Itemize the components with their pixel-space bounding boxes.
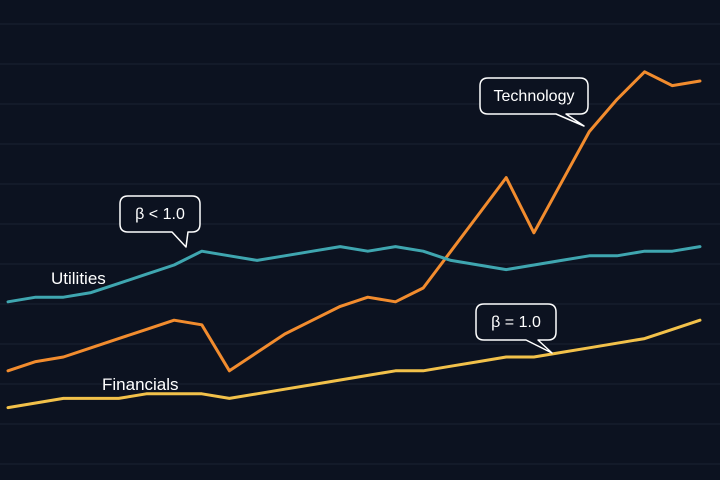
annotation-beta-below-one-text: β < 1.0 (135, 206, 185, 223)
series-label-utilities: Utilities (51, 269, 106, 288)
series-line-utilities (6, 245, 702, 304)
series-label-financials: Financials (102, 375, 179, 394)
annotation-technology: Technology (479, 77, 589, 127)
annotation-beta-equals-one: β = 1.0 (475, 303, 557, 354)
series-line-financials (6, 318, 702, 410)
annotation-beta-equals-one-text: β = 1.0 (491, 314, 541, 331)
series-line-technology (6, 70, 702, 373)
annotation-technology-text: Technology (494, 88, 575, 105)
series-lines (6, 70, 702, 410)
annotation-beta-below-one: β < 1.0 (119, 195, 201, 248)
